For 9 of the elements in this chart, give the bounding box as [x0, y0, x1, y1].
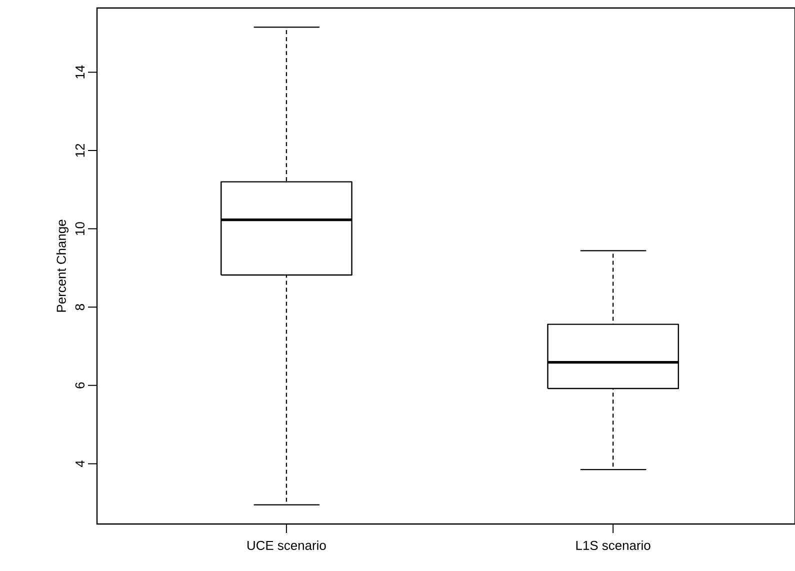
y-axis-title: Percent Change — [56, 220, 68, 312]
y-tick-label: 10 — [75, 222, 84, 236]
y-tick-label: 14 — [76, 65, 84, 78]
y-tick-label: 8 — [75, 304, 84, 310]
y-tick-label: 12 — [75, 144, 84, 157]
y-tick-label: 4 — [76, 460, 84, 467]
x-tick-label: UCE scenario — [248, 540, 326, 550]
x-tick-label: L1S scenario — [576, 540, 650, 550]
y-tick-label: 6 — [75, 382, 84, 388]
